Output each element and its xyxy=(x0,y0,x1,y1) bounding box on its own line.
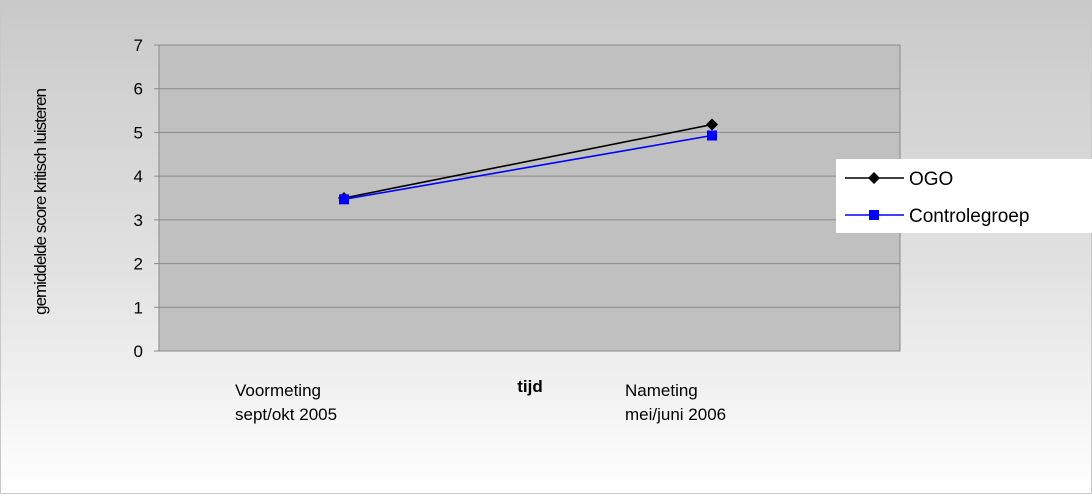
legend-marker xyxy=(869,210,879,220)
legend-box xyxy=(836,159,1092,233)
legend-label: Controlegroep xyxy=(909,206,1029,227)
y-tick-label: 2 xyxy=(134,255,143,274)
series-line xyxy=(343,123,713,199)
series xyxy=(338,118,718,205)
y-axis: 0 1 2 3 4 5 6 7 xyxy=(134,36,159,361)
x-axis-label: tijd xyxy=(517,377,543,396)
y-tick-label: 0 xyxy=(134,342,143,361)
y-axis-label: gemiddelde score kritisch luisteren xyxy=(31,89,50,315)
x-axis: Voormeting sept/okt 2005 Nameting mei/juni … xyxy=(235,381,726,424)
x-tick-label: mei/juni 2006 xyxy=(625,405,726,424)
y-tick-label: 3 xyxy=(134,211,143,230)
y-tick-label: 4 xyxy=(134,167,143,186)
y-tick-label: 7 xyxy=(134,36,143,55)
legend-label: OGO xyxy=(909,169,953,190)
y-tick-label: 6 xyxy=(134,80,143,99)
plot-area xyxy=(158,44,901,352)
y-tick-label: 5 xyxy=(134,123,143,142)
gridlines xyxy=(159,88,900,308)
legend: OGO Controlegroep xyxy=(845,169,1029,227)
series-1 xyxy=(339,130,717,205)
data-point xyxy=(706,118,718,131)
x-tick-label: Nameting xyxy=(625,381,698,400)
legend-marker xyxy=(868,172,880,184)
x-tick-label: sept/okt 2005 xyxy=(235,405,337,424)
data-point xyxy=(339,194,349,205)
x-tick-label: Voormeting xyxy=(235,381,321,400)
y-tick-label: 1 xyxy=(134,298,143,317)
series-line xyxy=(343,134,713,201)
data-point xyxy=(707,130,717,141)
